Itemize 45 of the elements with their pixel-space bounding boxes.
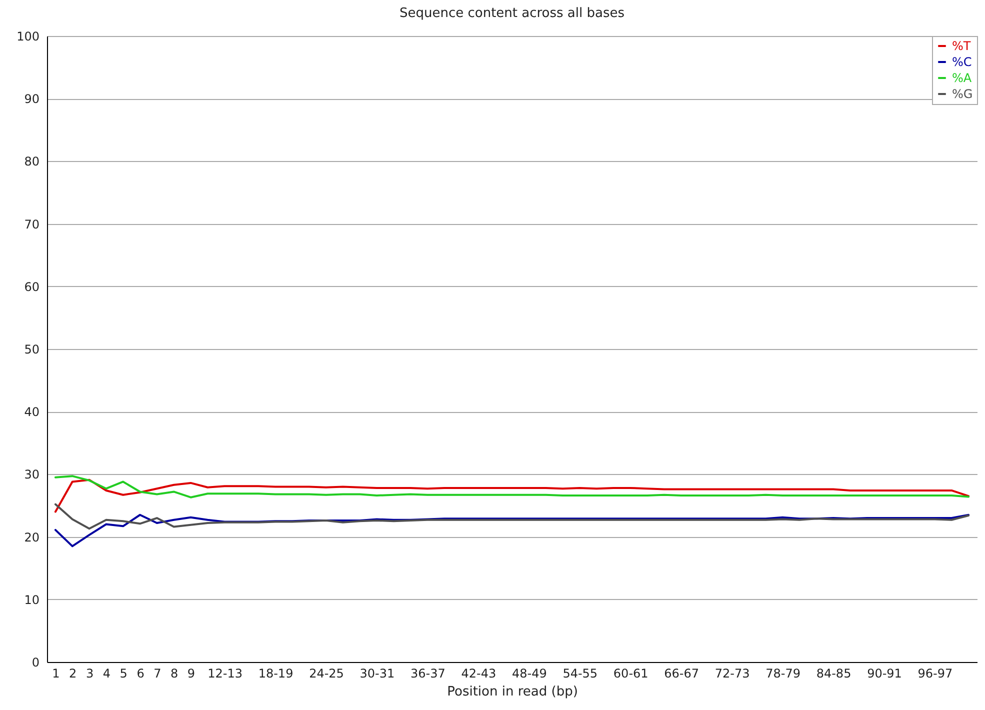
x-tick-label: 3 (86, 666, 94, 680)
x-tick-label: 1 (52, 666, 60, 680)
legend-label: %C (952, 55, 972, 69)
x-tick-label: 4 (102, 666, 110, 680)
x-tick-label: 12-13 (208, 666, 242, 680)
x-tick-label: 9 (187, 666, 196, 680)
x-tick-label: 7 (154, 666, 162, 680)
x-tick-label: 96-97 (918, 666, 953, 680)
y-tick-label: 50 (24, 342, 40, 356)
y-tick-label: 70 (24, 217, 40, 232)
y-tick-label: 80 (24, 154, 40, 169)
x-tick-label: 42-43 (461, 666, 496, 680)
x-tick-label: 72-73 (714, 666, 750, 680)
x-tick-label: 30-31 (360, 666, 395, 680)
x-tick-label: 48-49 (512, 666, 547, 680)
x-tick-label: 90-91 (867, 666, 902, 680)
legend-label: %T (952, 39, 972, 53)
x-tick-label: 8 (170, 666, 178, 680)
line-series (54, 475, 970, 498)
line-series (54, 503, 970, 530)
x-tick-label: 2 (69, 666, 77, 680)
y-tick-label: 20 (24, 530, 40, 544)
x-tick-label: 18-19 (258, 666, 294, 680)
y-tick-label: 10 (24, 592, 40, 607)
line-series (54, 478, 970, 513)
chart-title: Sequence content across all bases (399, 6, 625, 21)
y-tick-label: 30 (24, 468, 40, 482)
x-tick-label: 84-85 (816, 666, 852, 680)
x-tick-label: 36-37 (410, 666, 446, 680)
y-tick-label: 60 (24, 280, 40, 294)
x-axis-title: Position in read (bp) (447, 684, 578, 700)
legend-label: %A (952, 71, 972, 85)
x-tick-label: 5 (120, 666, 128, 680)
x-tick-label: 78-79 (766, 666, 800, 680)
x-tick-label: 24-25 (309, 666, 344, 680)
line-series (54, 514, 970, 548)
x-tick-label: 54-55 (562, 666, 598, 680)
y-tick-label: 90 (24, 92, 40, 106)
x-tick-label: 66-67 (664, 666, 700, 680)
y-tick-label: 100 (16, 30, 40, 44)
x-tick-label: 60-61 (613, 666, 648, 680)
y-tick-label: 0 (32, 656, 40, 670)
legend-label: %G (952, 87, 973, 101)
x-tick-label: 6 (136, 666, 144, 680)
y-tick-label: 40 (24, 405, 40, 420)
